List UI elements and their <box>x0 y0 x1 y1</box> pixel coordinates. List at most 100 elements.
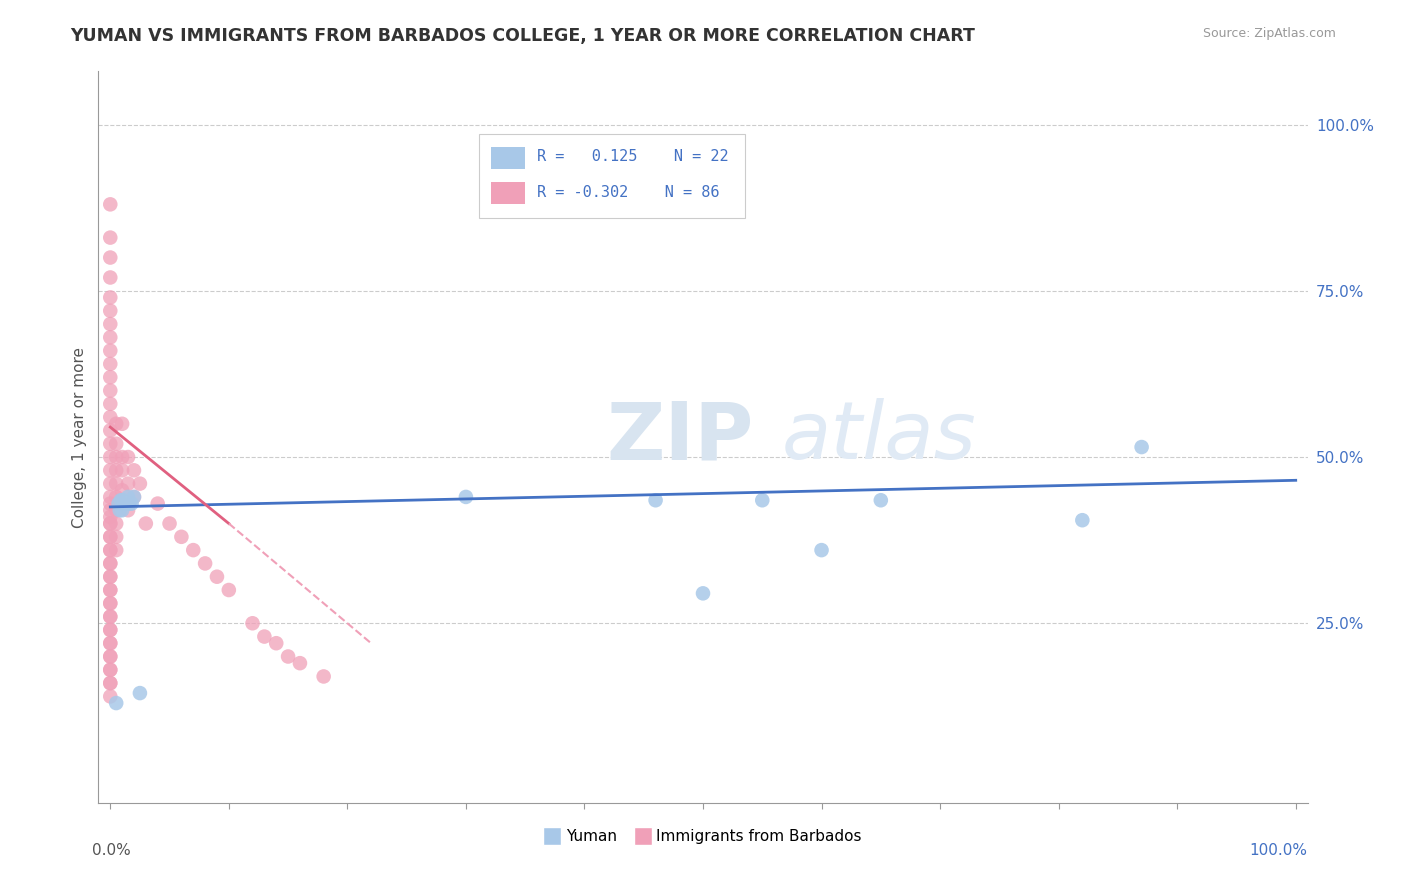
Point <box>181 543 204 558</box>
Point <box>122 490 145 504</box>
Point <box>129 686 152 700</box>
Point <box>98 582 121 597</box>
Point <box>114 497 136 511</box>
Point <box>98 636 121 650</box>
Point <box>98 676 121 690</box>
Point <box>115 497 138 511</box>
Point <box>117 450 139 464</box>
Point <box>98 509 121 524</box>
Point <box>751 493 773 508</box>
Point <box>98 397 121 411</box>
Point <box>242 616 264 631</box>
Text: 100.0%: 100.0% <box>1250 843 1308 858</box>
Point <box>98 543 121 558</box>
Point <box>98 557 121 571</box>
Point <box>98 543 121 558</box>
Point <box>98 636 121 650</box>
Point <box>98 609 121 624</box>
Y-axis label: College, 1 year or more: College, 1 year or more <box>72 347 87 527</box>
Point <box>111 503 134 517</box>
Point <box>98 663 121 677</box>
Point <box>98 649 121 664</box>
Point <box>253 630 276 644</box>
Point <box>98 317 121 331</box>
Point <box>98 570 121 584</box>
Point <box>105 516 128 531</box>
Point <box>98 557 121 571</box>
FancyBboxPatch shape <box>479 134 745 218</box>
Point <box>105 543 128 558</box>
Point <box>98 230 121 244</box>
Point <box>105 476 128 491</box>
Point <box>122 490 145 504</box>
Point <box>111 497 134 511</box>
Point <box>98 623 121 637</box>
Point <box>110 493 132 508</box>
Point <box>114 497 136 511</box>
Point <box>288 656 311 670</box>
Point <box>98 663 121 677</box>
Point <box>105 503 128 517</box>
Point <box>98 497 121 511</box>
Point <box>98 570 121 584</box>
Point <box>112 493 135 508</box>
Point <box>98 516 121 531</box>
FancyBboxPatch shape <box>492 146 526 169</box>
Point <box>98 490 121 504</box>
Point <box>98 370 121 384</box>
Point <box>98 609 121 624</box>
Point <box>98 303 121 318</box>
Point <box>644 493 666 508</box>
Point <box>98 290 121 304</box>
Point <box>98 424 121 438</box>
Point <box>105 463 128 477</box>
Point <box>1130 440 1153 454</box>
Point <box>117 503 139 517</box>
Point <box>105 530 128 544</box>
Text: ZIP: ZIP <box>606 398 754 476</box>
Point <box>105 436 128 450</box>
Point <box>98 251 121 265</box>
Point <box>98 503 121 517</box>
Point <box>98 676 121 690</box>
Point <box>205 570 228 584</box>
Point <box>111 463 134 477</box>
Point <box>105 450 128 464</box>
Text: YUMAN VS IMMIGRANTS FROM BARBADOS COLLEGE, 1 YEAR OR MORE CORRELATION CHART: YUMAN VS IMMIGRANTS FROM BARBADOS COLLEG… <box>70 27 976 45</box>
Point <box>105 417 128 431</box>
Text: R = -0.302    N = 86: R = -0.302 N = 86 <box>537 185 720 200</box>
Point <box>98 410 121 425</box>
Point <box>117 490 139 504</box>
Point <box>98 623 121 637</box>
Point <box>98 596 121 610</box>
Point <box>312 669 335 683</box>
Point <box>98 530 121 544</box>
Point <box>111 483 134 498</box>
Point <box>98 436 121 450</box>
Point <box>454 490 477 504</box>
Point <box>869 493 891 508</box>
Point <box>107 497 129 511</box>
Text: R =   0.125    N = 22: R = 0.125 N = 22 <box>537 150 728 164</box>
Legend: Yuman, Immigrants from Barbados: Yuman, Immigrants from Barbados <box>538 822 868 850</box>
Point <box>159 516 181 531</box>
Point <box>111 417 134 431</box>
Point <box>98 270 121 285</box>
Point <box>135 516 157 531</box>
Point <box>122 463 145 477</box>
Point <box>277 649 299 664</box>
Point <box>98 476 121 491</box>
Point <box>98 530 121 544</box>
Point <box>98 690 121 704</box>
Point <box>98 596 121 610</box>
Point <box>98 384 121 398</box>
Point <box>98 450 121 464</box>
Text: atlas: atlas <box>782 398 976 476</box>
Text: 0.0%: 0.0% <box>93 843 131 858</box>
Point <box>129 476 152 491</box>
Point <box>194 557 217 571</box>
Point <box>1071 513 1094 527</box>
Point <box>170 530 193 544</box>
Point <box>98 343 121 358</box>
Point <box>146 497 169 511</box>
